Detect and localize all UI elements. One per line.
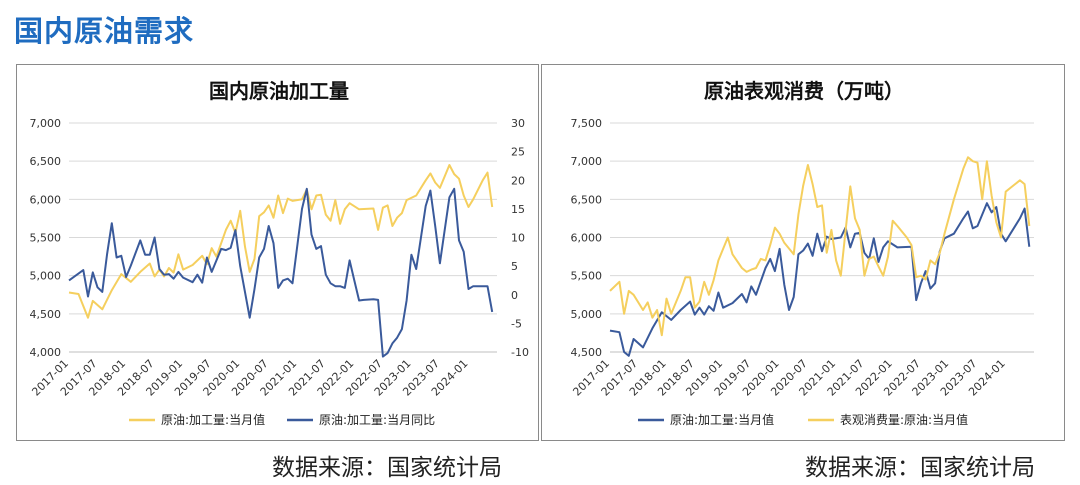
y2-tick-label: 0 bbox=[511, 289, 518, 302]
series-line-1 bbox=[609, 202, 1031, 357]
y2-tick-label: 5 bbox=[511, 260, 518, 273]
y-tick-label: 5,500 bbox=[571, 270, 603, 283]
source-note-right: 数据来源：国家统计局 bbox=[805, 455, 1035, 481]
y2-tick-label: -5 bbox=[511, 317, 522, 330]
series-line-2 bbox=[609, 156, 1031, 337]
y-tick-label: 4,500 bbox=[30, 308, 62, 321]
chart-title: 国内原油加工量 bbox=[209, 79, 349, 103]
legend-label: 原油:加工量:当月值 bbox=[161, 412, 265, 427]
y-tick-label: 7,000 bbox=[571, 155, 603, 168]
source-note-left: 数据来源：国家统计局 bbox=[272, 455, 502, 481]
y-tick-label: 6,500 bbox=[30, 155, 62, 168]
page-title: 国内原油需求 bbox=[14, 14, 195, 48]
legend-label: 表观消费量:原油:当月值 bbox=[840, 412, 968, 427]
chart-processing-volume: 国内原油加工量 7,000 6,500 6,000 5,500 5,000 4,500 4,0… bbox=[29, 79, 529, 427]
y2-tick-label: 20 bbox=[511, 174, 525, 187]
y2-tick-label: 10 bbox=[511, 232, 525, 245]
series-line-2 bbox=[68, 187, 494, 358]
legend-label: 原油:加工量:当月值 bbox=[670, 412, 774, 427]
y-tick-label: 5,500 bbox=[30, 232, 62, 245]
y-tick-label: 4,000 bbox=[30, 346, 62, 359]
y2-tick-label: -10 bbox=[511, 346, 529, 359]
y-tick-label: 7,000 bbox=[30, 117, 62, 130]
y-tick-label: 5,000 bbox=[571, 308, 603, 321]
chart-apparent-consumption: 原油表观消费（万吨） 7,500 7,000 6,500 6,000 5,500 5,000… bbox=[570, 79, 1034, 427]
y-tick-label: 5,000 bbox=[30, 270, 62, 283]
y2-tick-label: 30 bbox=[511, 117, 525, 130]
chart-panel-processing-volume: 国内原油加工量 7,000 6,500 6,000 5,500 5,000 4,500 4,0… bbox=[16, 64, 539, 441]
y-tick-label: 6,000 bbox=[30, 193, 62, 206]
chart-panel-apparent-consumption: 原油表观消费（万吨） 7,500 7,000 6,500 6,000 5,500 5,000… bbox=[541, 64, 1065, 441]
y2-tick-label: 15 bbox=[511, 203, 525, 216]
legend-label: 原油:加工量:当月同比 bbox=[319, 413, 435, 427]
series-line-1 bbox=[68, 164, 494, 319]
y-tick-label: 7,500 bbox=[571, 117, 603, 130]
y-tick-label: 6,000 bbox=[571, 232, 603, 245]
chart-title: 原油表观消费（万吨） bbox=[704, 79, 904, 103]
y2-tick-label: 25 bbox=[511, 146, 525, 159]
y-tick-label: 4,500 bbox=[571, 346, 603, 359]
y-tick-label: 6,500 bbox=[571, 193, 603, 206]
